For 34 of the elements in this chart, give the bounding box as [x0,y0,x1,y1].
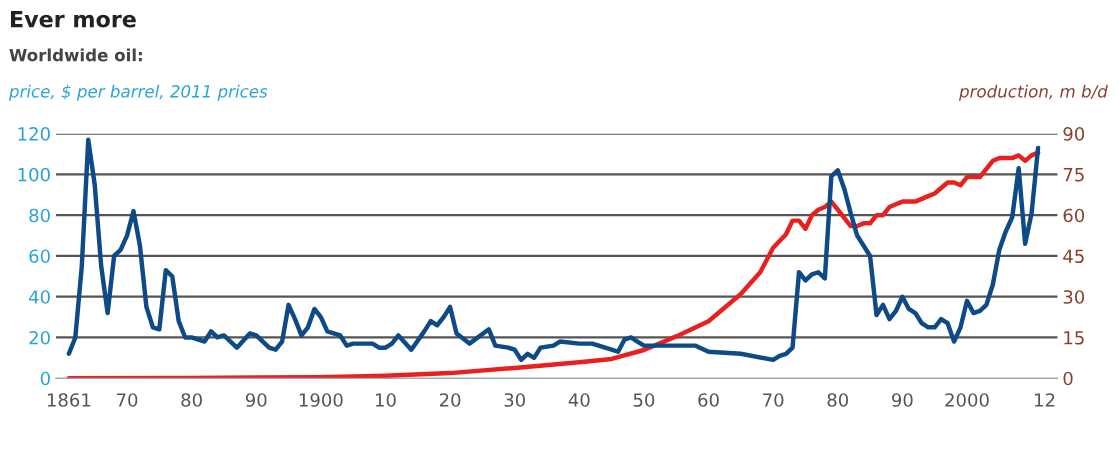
chart-subtitle: Worldwide oil: [9,48,142,62]
x-tick-label: 80 [181,393,202,407]
y-tick-label: 20 [29,330,50,345]
x-tick-label: 1861 [47,393,91,407]
x-tick-label: 1900 [299,393,343,407]
y-tick-label: 60 [29,249,50,264]
x-tick-label: 20 [439,393,461,407]
x-tick-label: 90 [245,393,267,407]
x-tick-label: 40 [568,393,590,407]
y2-axis-title: production, m b/d [959,84,1108,101]
y2-tick-label: 15 [1064,331,1084,345]
x-tick-label: 50 [633,393,655,407]
y2-tick-label: 45 [1063,249,1084,264]
y2-tick-label: 60 [1063,208,1085,223]
y2-tick-label: 90 [1063,127,1085,141]
x-tick-label: 70 [763,393,784,407]
x-tick-label: 90 [892,393,913,407]
y-tick-label: 80 [29,208,50,223]
y-tick-label: 120 [18,127,50,141]
y-tick-label: 0 [40,371,50,386]
chart-title: Ever more [10,10,136,28]
y2-tick-label: 75 [1063,168,1084,182]
y-tick-label: 100 [18,167,50,182]
x-tick-label: 2000 [945,393,989,407]
y-tick-label: 40 [29,290,50,304]
x-tick-label: 30 [504,393,525,407]
y2-tick-label: 0 [1063,371,1073,386]
y-axis-title: price, $ per barrel, 2011 prices [8,84,268,101]
x-tick-label: 10 [375,393,396,407]
x-tick-label: 80 [827,393,849,407]
x-tick-label: 60 [698,393,719,407]
x-tick-label: 12 [1035,393,1055,407]
x-tick-label: 70 [117,393,138,407]
y2-tick-label: 30 [1063,290,1085,304]
